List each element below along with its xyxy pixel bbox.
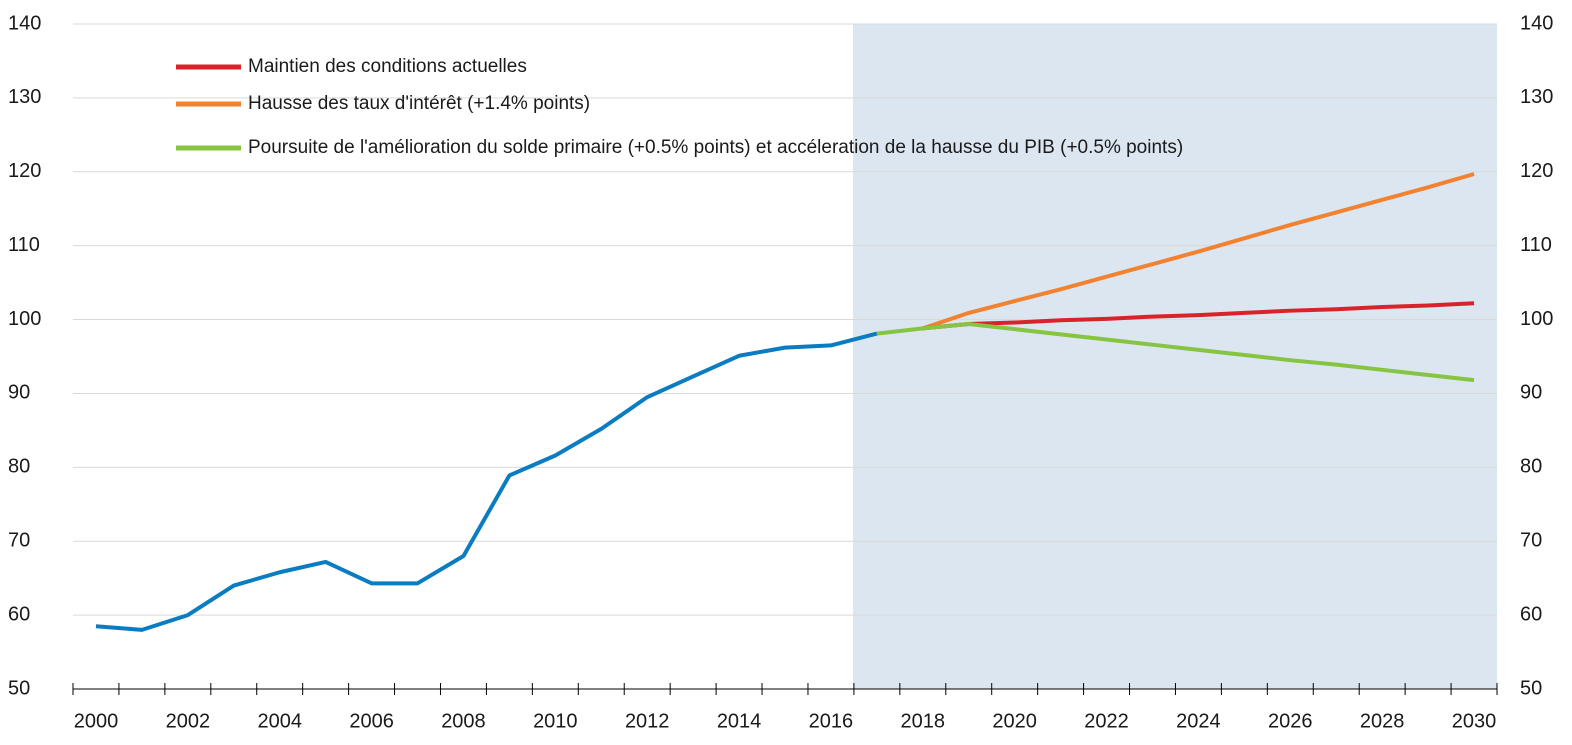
y2-tick-label: 90 [1520,382,1542,404]
y2-tick-label: 120 [1520,160,1553,182]
x-tick-label: 2004 [257,710,302,732]
projection-shading [853,24,1497,689]
x-tick-label: 2022 [1084,710,1129,732]
x-tick-label: 2008 [441,710,486,732]
grid [73,23,1497,616]
y-tick-label: 60 [8,603,30,625]
legend-label: Hausse des taux d'intérêt (+1.4% points) [248,93,590,114]
y2-tick-label: 70 [1520,530,1542,552]
x-tick-label: 2030 [1452,710,1497,732]
x-tick-label: 2028 [1360,710,1405,732]
y2-tick-label: 140 [1520,12,1553,34]
axes: 50 60 70 80 90 100 110 120 130 140 50 60 70 80 90 100 11… [8,12,1553,732]
series-line [922,301,1475,331]
y2-tick-label: 50 [1520,677,1542,699]
x-tick-label: 2010 [533,710,578,732]
lines [95,172,1475,632]
y-tick-label: 110 [8,234,40,256]
y-tick-label: 100 [8,308,41,330]
x-tick-label: 2024 [1176,710,1221,732]
x-tick-label: 2020 [992,710,1037,732]
y-tick-label: 90 [8,382,30,404]
x-tick-label: 2000 [74,710,119,732]
series-line [922,172,1475,331]
series-line [95,331,878,632]
y2-tick-label: 110 [1520,234,1552,256]
x-tick-label: 2026 [1268,710,1313,732]
y2-tick-label: 60 [1520,603,1542,625]
y-tick-label: 120 [8,160,41,182]
y-tick-label: 130 [8,86,41,108]
y2-tick-label: 80 [1520,456,1542,478]
x-tick-label: 2014 [717,710,762,732]
y-tick-label: 50 [8,677,30,699]
y-tick-label: 140 [8,12,41,34]
y-tick-label: 70 [8,530,30,552]
y2-tick-label: 100 [1520,308,1553,330]
series-line [876,321,1475,383]
y-tick-label: 80 [8,456,30,478]
x-tick-label: 2012 [625,710,670,732]
x-tick-label: 2006 [349,710,394,732]
x-tick-label: 2002 [166,710,211,732]
legend-label: Maintien des conditions actuelles [248,56,527,77]
y2-tick-label: 130 [1520,86,1553,108]
legend-label: Poursuite de l'amélioration du solde pri… [248,137,1183,158]
x-tick-label: 2016 [809,710,854,732]
legend: Maintien des conditions actuelles Hausse … [176,56,1183,158]
x-tick-label: 2018 [901,710,946,732]
